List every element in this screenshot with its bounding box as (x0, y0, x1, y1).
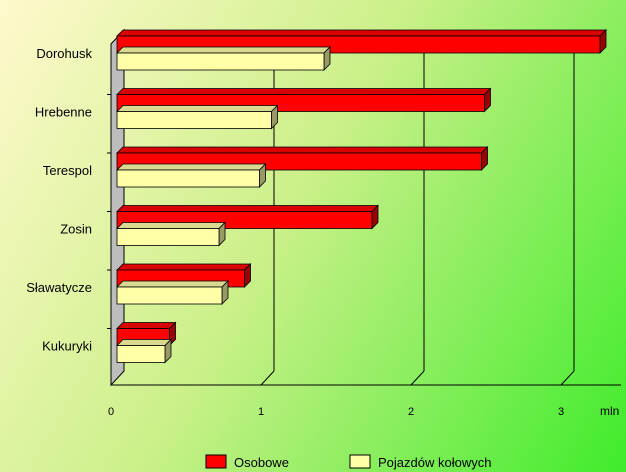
category-label: Hrebenne (35, 105, 92, 120)
bars (116, 29, 607, 364)
bar-top-face (116, 280, 229, 288)
bar-top-face (116, 46, 331, 54)
bar (116, 46, 331, 71)
bar-top-face (116, 222, 226, 229)
x-unit-label: mln (600, 404, 619, 418)
gridline-slant (560, 370, 575, 386)
category-label: Kukuryki (42, 339, 92, 354)
bar (116, 280, 229, 305)
bar-front-face (116, 228, 220, 246)
x-tick-label: 3 (558, 406, 564, 418)
bar-front-face (116, 345, 166, 363)
x-tick-label: 0 (108, 406, 114, 418)
legend-swatch (205, 454, 227, 469)
bar-top-face (116, 339, 172, 346)
category-labels: Dorohusk Hrebenne Terespol Zosin Sławatycze K… (26, 46, 92, 354)
bar-front-face (116, 169, 260, 188)
bar (116, 163, 267, 188)
bar-top-face (116, 163, 267, 171)
bar-top-face (116, 105, 279, 112)
bar-top-face (116, 205, 379, 212)
bar (116, 221, 226, 247)
bar (116, 104, 279, 130)
bar-top-face (116, 88, 492, 95)
legend-item: Pojazdów kołowych (349, 454, 491, 470)
x-tick-labels: 0 1 2 3 (108, 406, 564, 418)
legend-item: Osobowe (205, 454, 289, 470)
category-label: Sławatycze (26, 280, 92, 295)
category-label: Dorohusk (36, 46, 92, 61)
bar-top-face (116, 146, 489, 154)
legend-label: Pojazdów kołowych (378, 455, 491, 470)
x-tick-label: 1 (258, 406, 264, 418)
category-label: Zosin (60, 222, 92, 237)
bar-top-face (116, 322, 177, 329)
legend-swatch (349, 454, 371, 469)
legend: Osobowe Pojazdów kołowych (205, 454, 491, 470)
bar (116, 338, 172, 364)
x-tick-label: 2 (408, 406, 414, 418)
bar-front-face (116, 286, 223, 305)
gridline-slant (260, 370, 275, 386)
bar-front-face (116, 111, 272, 129)
gridlines (107, 30, 575, 386)
legend-label: Osobowe (234, 455, 289, 470)
bar-front-face (116, 52, 325, 71)
bar-top-face (116, 263, 252, 271)
gridline-slant (410, 370, 425, 386)
bar-top-face (116, 29, 607, 37)
category-label: Terespol (43, 163, 92, 178)
